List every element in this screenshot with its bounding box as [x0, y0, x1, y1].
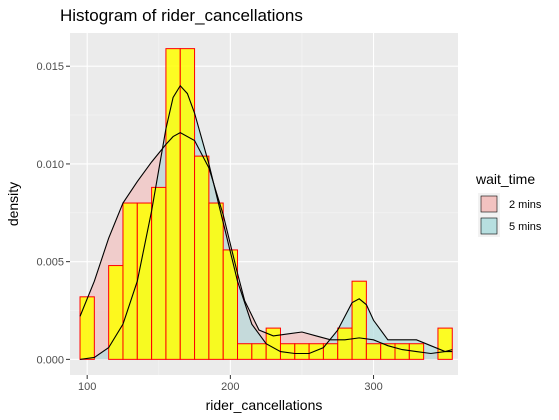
- y-tick-label: 0.010: [36, 159, 64, 171]
- y-axis-title: density: [5, 182, 21, 226]
- density-lines: [79, 84, 453, 360]
- histogram-bar: [351, 280, 367, 360]
- histogram-bar: [437, 327, 453, 360]
- x-axis: 100 200 300: [78, 375, 383, 393]
- histogram-bar: [365, 343, 382, 360]
- histogram-bar: [294, 343, 310, 360]
- legend: wait_time 2 mins 5 mins: [475, 171, 542, 237]
- histogram-bar: [136, 202, 153, 360]
- y-tick-label: 0.005: [36, 257, 64, 269]
- histogram-bar: [337, 327, 353, 360]
- x-tick-label: 200: [221, 381, 239, 393]
- histogram-bar: [194, 155, 210, 360]
- histogram-bar: [179, 48, 196, 360]
- histogram-bar: [79, 296, 95, 360]
- histogram-bar: [208, 202, 224, 360]
- histogram-bar: [265, 327, 281, 360]
- legend-label-5-mins: 5 mins: [509, 221, 542, 233]
- histogram-bar: [165, 48, 181, 360]
- y-tick-label: 0.015: [36, 61, 64, 73]
- x-tick-label: 100: [78, 381, 96, 393]
- histogram-bar: [151, 186, 167, 360]
- legend-label-2-mins: 2 mins: [509, 199, 542, 211]
- histogram-bar: [237, 343, 253, 360]
- histogram-bars: [79, 48, 453, 360]
- histogram-bar: [122, 202, 138, 360]
- x-tick-label: 300: [364, 381, 382, 393]
- density-line-2-mins: [79, 132, 453, 355]
- histogram-bar: [322, 343, 339, 360]
- histogram-bar: [308, 343, 324, 360]
- histogram-bar: [251, 343, 267, 360]
- legend-key-5-mins: [480, 217, 498, 235]
- x-axis-title: rider_cancellations: [206, 397, 323, 413]
- y-tick-label: 0.000: [36, 354, 64, 366]
- histogram-bar: [108, 265, 124, 360]
- legend-key-2-mins: [480, 195, 498, 213]
- y-axis: 0.000 0.005 0.010 0.015: [36, 61, 70, 366]
- legend-title: wait_time: [475, 171, 535, 187]
- density-line-5-mins: [79, 84, 453, 360]
- histogram-bar: [394, 343, 410, 360]
- chart-title: Histogram of rider_cancellations: [60, 6, 303, 25]
